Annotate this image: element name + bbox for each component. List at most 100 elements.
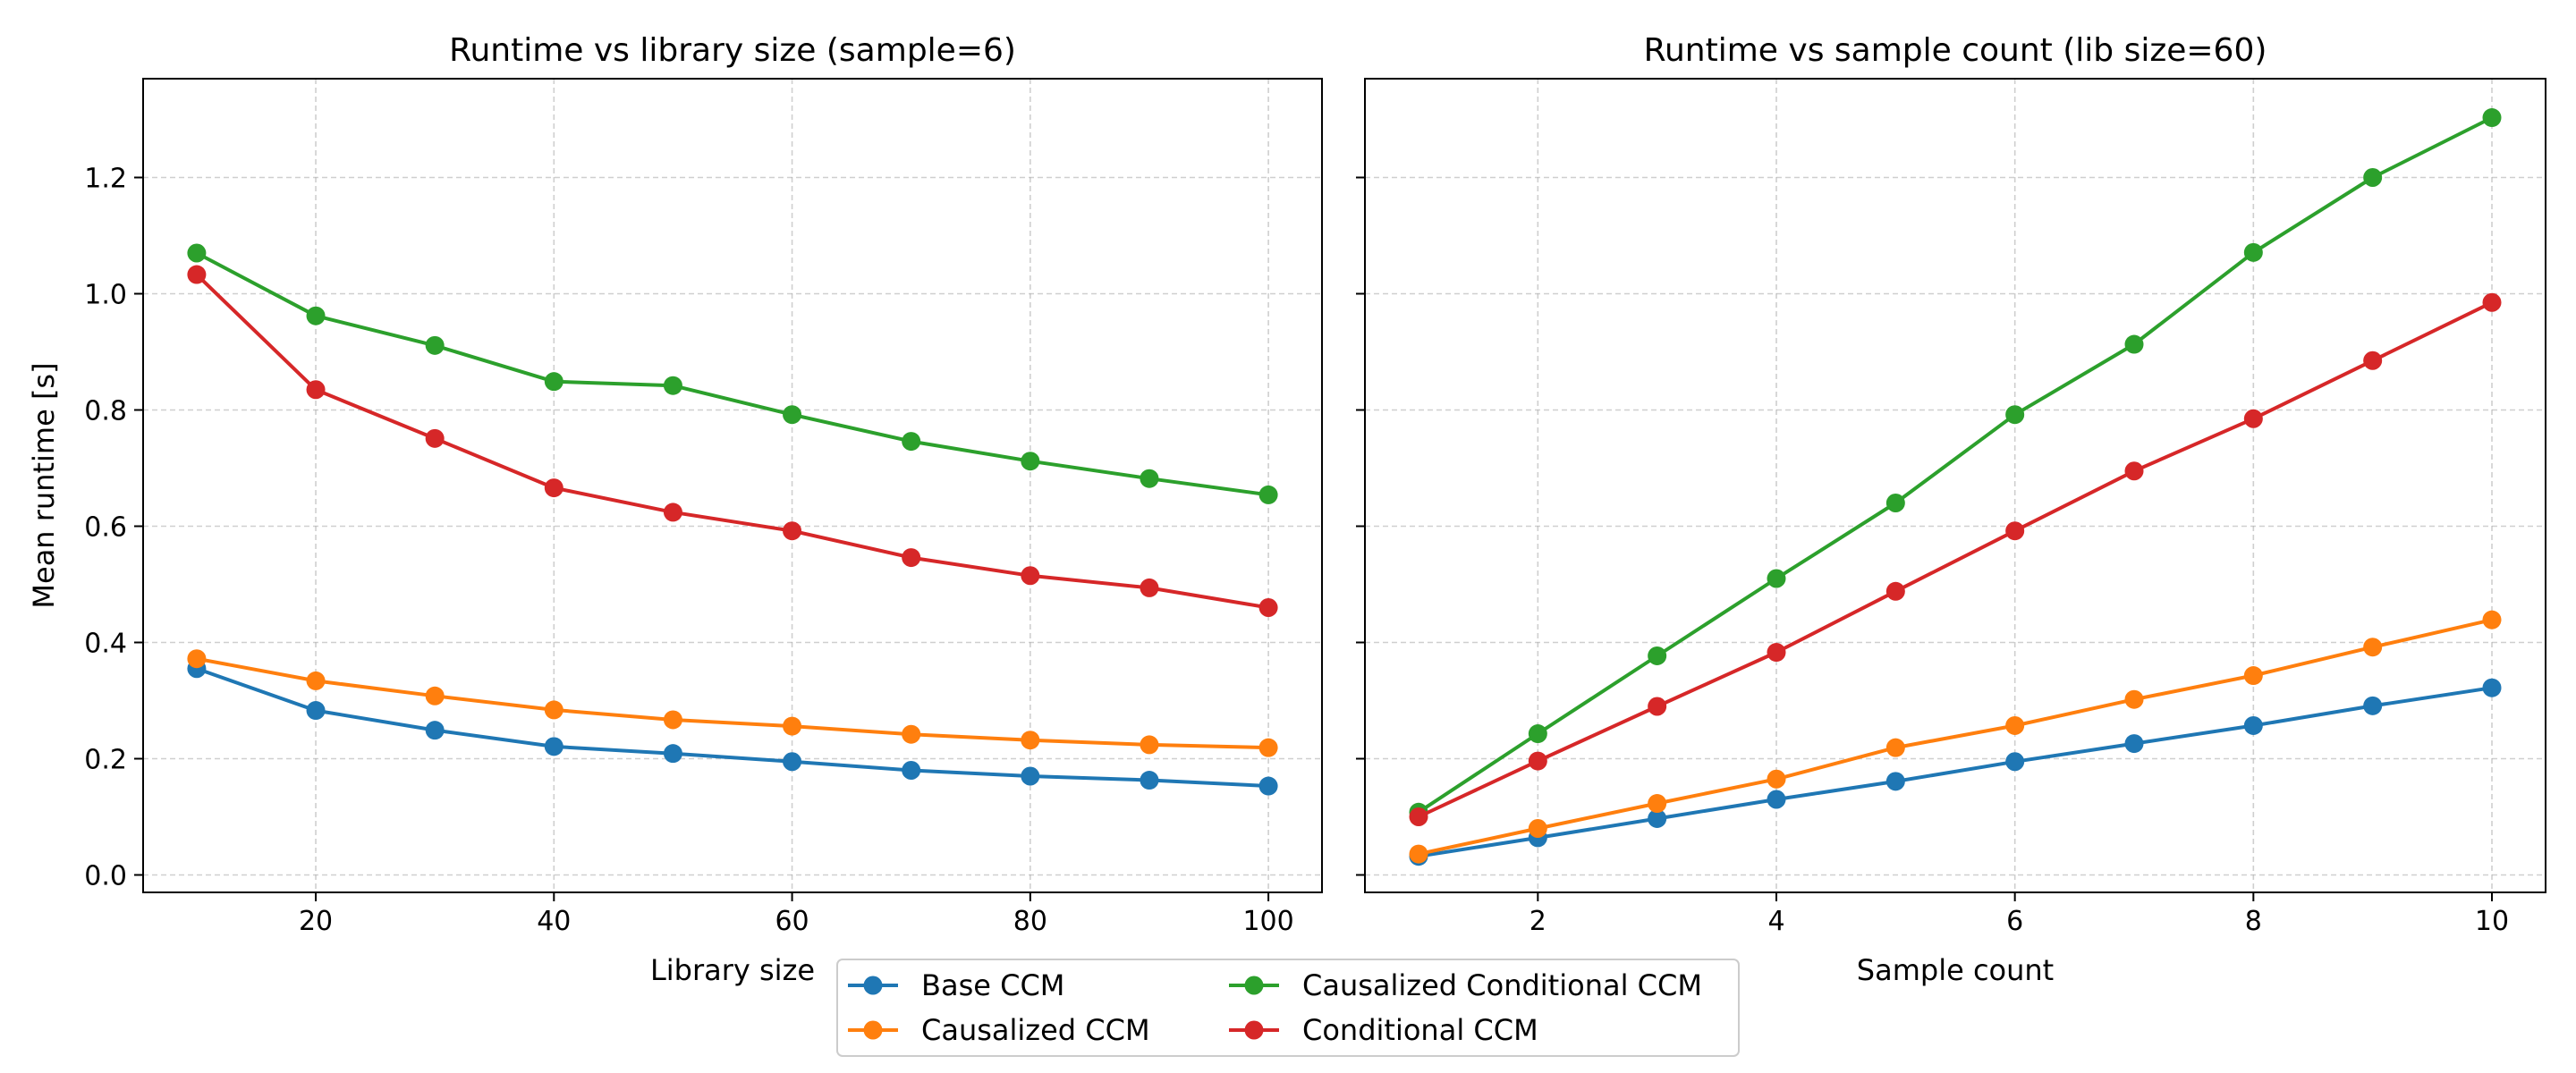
causalized-ccm-point xyxy=(2363,638,2383,657)
y-tick-label: 1.0 xyxy=(84,280,127,311)
x-tick-label: 40 xyxy=(537,906,571,937)
base-ccm-point xyxy=(2363,696,2383,715)
conditional-ccm-line xyxy=(1418,300,2493,819)
legend-box xyxy=(836,959,1740,1057)
base-ccm-point xyxy=(1021,766,1040,786)
causalized-ccm-point xyxy=(1021,731,1040,750)
causalized-conditional-ccm-point xyxy=(306,306,326,325)
causalized-conditional-ccm-point xyxy=(1528,724,1547,744)
base-ccm-point xyxy=(1767,790,1786,809)
causalized-conditional-ccm-point xyxy=(663,376,682,395)
causalized-conditional-ccm-point xyxy=(2005,405,2025,425)
causalized-conditional-ccm-point xyxy=(544,372,564,392)
causalized-conditional-ccm-point xyxy=(1767,569,1786,588)
chart-title: Runtime vs sample count (lib size=60) xyxy=(1644,32,2267,69)
x-tick-label: 6 xyxy=(2006,906,2023,937)
x-tick-label: 80 xyxy=(1013,906,1047,937)
causalized-ccm-point xyxy=(2482,610,2502,629)
axes-frame xyxy=(142,78,1323,893)
causalized-conditional-ccm-point xyxy=(1140,469,1159,488)
axes-frame xyxy=(1364,78,2546,893)
causalized-conditional-ccm-point xyxy=(187,243,207,263)
conditional-ccm-point xyxy=(663,503,682,522)
conditional-ccm-line xyxy=(195,273,1269,610)
causalized-ccm-point xyxy=(2005,715,2025,735)
conditional-ccm-point xyxy=(2243,409,2263,428)
y-tick-label: 0.8 xyxy=(84,396,127,427)
causalized-conditional-ccm-point xyxy=(1648,646,1667,665)
base-ccm-point xyxy=(663,744,682,764)
conditional-ccm-point xyxy=(902,548,921,568)
causalized-ccm-point xyxy=(1648,794,1667,814)
causalized-ccm-point xyxy=(2243,666,2263,686)
runtime-vs-sample-count-panel: 2 4 6 8 10 Runtime vs sample count (lib size=… xyxy=(1356,32,2546,987)
runtime-vs-library-size-panel: 20 40 60 80 100 0.0 0.2 0.4 0.6 0.8 1.0 1.2 Runtime … xyxy=(27,32,1323,987)
causalized-ccm-line xyxy=(196,656,1269,750)
causalized-conditional-ccm-point xyxy=(1258,485,1278,504)
x-axis-label: Library size xyxy=(650,953,815,987)
base-ccm-point xyxy=(783,752,802,772)
y-tick-label: 0.0 xyxy=(84,861,127,892)
base-ccm-point xyxy=(2005,752,2025,772)
causalized-conditional-ccm-legend-label: Causalized Conditional CCM xyxy=(1302,968,1702,1002)
causalized-conditional-ccm-point xyxy=(902,432,921,452)
base-ccm-line xyxy=(196,666,1269,788)
base-ccm-line xyxy=(1418,686,2493,858)
y-axis-label: Mean runtime [s] xyxy=(27,362,61,608)
base-ccm-point xyxy=(2124,734,2144,754)
y-tick-label: 1.2 xyxy=(84,164,127,195)
conditional-ccm-point xyxy=(1258,598,1278,617)
base-ccm-point xyxy=(902,761,921,780)
base-ccm-point xyxy=(1258,776,1278,796)
x-tick-label: 20 xyxy=(299,906,333,937)
x-tick-label: 2 xyxy=(1530,906,1546,937)
causalized-ccm-point xyxy=(425,686,445,705)
causalized-ccm-point xyxy=(306,671,326,690)
legend: Base CCM Causalized CCM Causalized Conditi… xyxy=(836,959,1740,1057)
causalized-ccm-point xyxy=(1258,738,1278,757)
conditional-ccm-point xyxy=(1021,566,1040,586)
causalized-conditional-ccm-point xyxy=(1885,494,1905,512)
conditional-ccm-legend-label: Conditional CCM xyxy=(1302,1013,1538,1047)
x-tick-label: 100 xyxy=(1242,906,1293,937)
causalized-ccm-point xyxy=(1528,819,1547,838)
causalized-ccm-point xyxy=(187,649,207,669)
conditional-ccm-point xyxy=(2363,351,2383,370)
causalized-conditional-ccm-line xyxy=(195,251,1269,497)
conditional-ccm-legend-marker xyxy=(1244,1020,1264,1040)
base-ccm-point xyxy=(1885,772,1905,791)
x-tick-label: 8 xyxy=(2245,906,2262,937)
y-tick-label: 0.2 xyxy=(84,745,127,776)
base-ccm-point xyxy=(306,701,326,721)
causalized-conditional-ccm-point xyxy=(425,335,445,355)
x-tick-label: 10 xyxy=(2475,906,2509,937)
causalized-conditional-ccm-point xyxy=(783,405,802,425)
chart-title: Runtime vs library size (sample=6) xyxy=(449,32,1016,69)
causalized-ccm-legend-marker xyxy=(863,1020,883,1040)
causalized-conditional-ccm-point xyxy=(2124,334,2144,354)
base-ccm-legend-marker xyxy=(863,976,883,995)
base-ccm-point xyxy=(425,721,445,740)
conditional-ccm-point xyxy=(1528,751,1547,771)
base-ccm-point xyxy=(2482,678,2502,697)
causalized-ccm-point xyxy=(902,724,921,744)
base-ccm-legend-label: Base CCM xyxy=(921,968,1064,1002)
conditional-ccm-point xyxy=(2005,521,2025,541)
causalized-ccm-line xyxy=(1418,618,2493,857)
causalized-ccm-point xyxy=(783,716,802,736)
conditional-ccm-point xyxy=(783,521,802,541)
conditional-ccm-point xyxy=(306,380,326,400)
x-tick-label: 4 xyxy=(1767,906,1784,937)
base-ccm-point xyxy=(1648,808,1667,828)
causalized-ccm-legend-label: Causalized CCM xyxy=(921,1013,1150,1047)
conditional-ccm-point xyxy=(2124,461,2144,481)
conditional-ccm-point xyxy=(1409,807,1428,826)
conditional-ccm-point xyxy=(1767,643,1786,663)
conditional-ccm-point xyxy=(1648,697,1667,716)
base-ccm-point xyxy=(544,737,564,756)
x-axis-label: Sample count xyxy=(1857,953,2054,987)
conditional-ccm-point xyxy=(425,428,445,448)
causalized-ccm-point xyxy=(663,710,682,730)
base-ccm-point xyxy=(2243,715,2263,735)
